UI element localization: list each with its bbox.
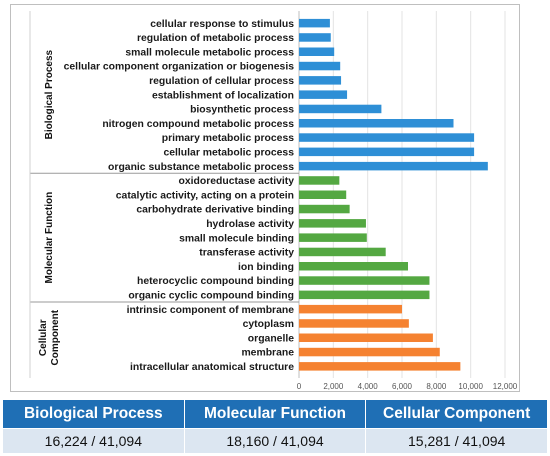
- category-label: membrane: [241, 348, 294, 359]
- category-label: transferase activity: [199, 248, 294, 259]
- bar: [299, 219, 366, 228]
- bar: [299, 362, 461, 371]
- category-label: cytoplasm: [243, 319, 294, 330]
- bar: [299, 76, 342, 85]
- category-label: biosynthetic process: [190, 105, 294, 116]
- category-label: cellular response to stimulus: [150, 19, 294, 30]
- category-label: oxidoreductase activity: [179, 176, 295, 187]
- bar: [299, 333, 433, 342]
- bar: [299, 90, 348, 99]
- x-tick-label: 12,000: [493, 382, 518, 391]
- group-title-line: Cellular: [38, 319, 49, 356]
- summary-value-molecular-function: 18,160 / 41,094: [183, 428, 367, 454]
- x-tick-label: 4,000: [358, 382, 379, 391]
- bar: [299, 262, 409, 271]
- category-label: intrinsic component of membrane: [127, 305, 295, 316]
- category-label: organic substance metabolic process: [108, 162, 294, 173]
- category-label: intracellular anatomical structure: [130, 362, 294, 373]
- bar: [299, 290, 430, 300]
- group-title-line: Biological Process: [44, 49, 55, 139]
- bar: [299, 204, 350, 214]
- bar: [299, 104, 382, 114]
- category-label: catalytic activity, acting on a protein: [116, 190, 294, 201]
- category-label: regulation of cellular process: [149, 76, 294, 87]
- summary-header-biological-process: Biological Process: [2, 399, 185, 429]
- category-label: heterocyclic compound binding: [137, 276, 294, 287]
- category-label: small molecule metabolic process: [125, 47, 294, 58]
- summary-header-molecular-function: Molecular Function: [183, 399, 367, 429]
- bar: [299, 119, 454, 128]
- bar: [299, 190, 347, 199]
- bar: [299, 304, 402, 314]
- chart-border: [10, 4, 520, 392]
- summary-table: Biological Process Molecular Function Ce…: [2, 399, 548, 454]
- bar: [299, 18, 330, 28]
- x-tick-label: 0: [297, 382, 302, 391]
- category-label: nitrogen compound metabolic process: [102, 119, 294, 130]
- category-label: ion binding: [238, 262, 294, 273]
- category-label: small molecule binding: [179, 233, 294, 244]
- x-tick-label: 6,000: [392, 382, 413, 391]
- bar: [299, 276, 430, 285]
- bar: [299, 33, 331, 42]
- bar: [299, 61, 341, 71]
- bar: [299, 347, 440, 357]
- summary-header-row: Biological Process Molecular Function Ce…: [2, 399, 548, 429]
- x-tick-label: 2,000: [323, 382, 344, 391]
- group-title: CellularComponent: [38, 309, 61, 365]
- summary-value-cellular-component: 15,281 / 41,094: [365, 428, 548, 454]
- summary-value-row: 16,224 / 41,094 18,160 / 41,094 15,281 /…: [2, 428, 548, 454]
- bar: [299, 247, 386, 257]
- x-tick-label: 10,000: [458, 382, 483, 391]
- group-title: Biological Process: [44, 49, 55, 139]
- group-title-line: Molecular Function: [44, 192, 55, 284]
- summary-header-cellular-component: Cellular Component: [365, 399, 548, 429]
- category-label: organelle: [248, 333, 294, 344]
- category-label: cellular component organization or bioge…: [64, 62, 295, 73]
- bar: [299, 161, 488, 171]
- category-label: carbohydrate derivative binding: [136, 205, 294, 216]
- category-label: primary metabolic process: [162, 133, 294, 144]
- summary-value-biological-process: 16,224 / 41,094: [2, 428, 185, 454]
- chart-svg: 0 2,000 4,000 6,000 8,000 10,000 12,000 cellula…: [10, 4, 520, 392]
- category-label: establishment of localization: [152, 90, 294, 101]
- group-title-line: Component: [50, 309, 61, 365]
- bar: [299, 233, 367, 242]
- group-title: Molecular Function: [44, 192, 55, 284]
- category-label: cellular metabolic process: [163, 147, 294, 158]
- category-label: hydrolase activity: [206, 219, 294, 230]
- x-tick-label: 8,000: [426, 382, 447, 391]
- category-label: organic cyclic compound binding: [128, 290, 294, 301]
- go-bar-chart: 0 2,000 4,000 6,000 8,000 10,000 12,000 cellula…: [10, 4, 520, 392]
- bar: [299, 319, 409, 328]
- category-label: regulation of metabolic process: [137, 33, 294, 44]
- bar: [299, 147, 475, 157]
- bar: [299, 133, 475, 142]
- bar: [299, 176, 340, 185]
- bar: [299, 47, 335, 56]
